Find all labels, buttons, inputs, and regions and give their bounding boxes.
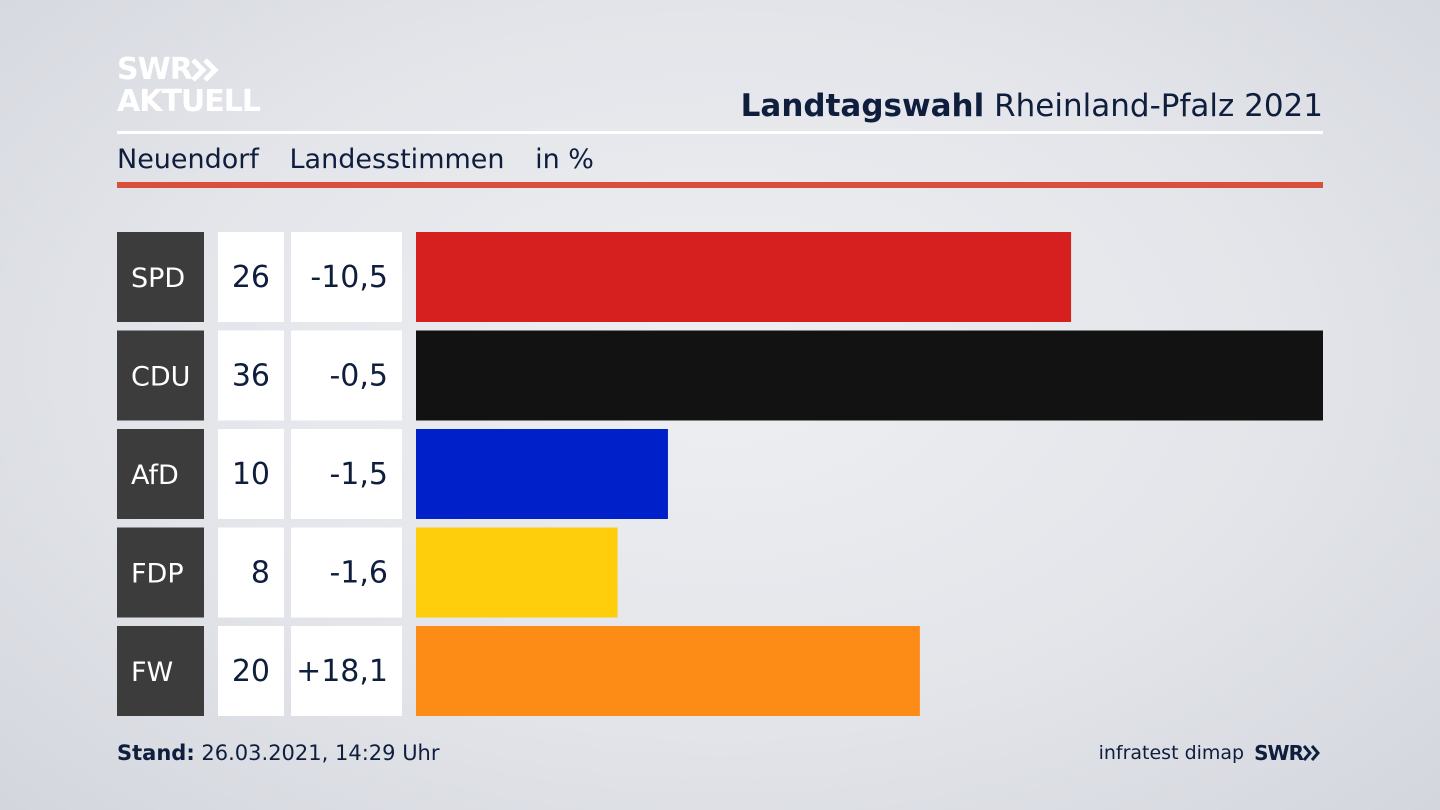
value-label-cdu: 36 [232, 359, 270, 394]
value-label-afd: 10 [232, 457, 270, 492]
footer-source: infratest dimap SWR [1099, 738, 1323, 768]
change-label-spd: -10,5 [310, 260, 388, 295]
bar-fw [416, 626, 920, 716]
value-box-fdp [218, 527, 284, 618]
party-label-box-afd [117, 429, 204, 519]
value-box-afd [218, 429, 284, 519]
title-rest: Rheinland-Pfalz 2021 [994, 88, 1323, 124]
change-label-fw: +18,1 [296, 654, 388, 689]
party-label-box-spd [117, 232, 204, 322]
title-bold: Landtagswahl [740, 88, 985, 124]
party-label-afd: AfD [131, 460, 179, 491]
logo-arrows-icon [191, 58, 219, 82]
bar-fdp [416, 527, 618, 618]
page-title: Landtagswahl Rheinland-Pfalz 2021 [741, 84, 1323, 128]
value-box-spd [218, 232, 284, 322]
value-label-fdp: 8 [251, 556, 270, 591]
bar-afd [416, 429, 668, 519]
bar-cdu [416, 330, 1323, 421]
accent-divider [117, 182, 1323, 188]
swr-aktuell-logo: SWR AKTUELL [117, 54, 277, 118]
subtitle: Neuendorf Landesstimmen in % [117, 140, 616, 180]
value-box-cdu [218, 330, 284, 421]
bar-spd [416, 232, 1072, 322]
party-label-box-fw [117, 626, 204, 716]
source-label: infratest dimap [1098, 742, 1245, 764]
logo-line1: SWR [117, 52, 193, 87]
subtitle-unit: in % [535, 144, 594, 175]
change-label-cdu: -0,5 [329, 359, 388, 394]
party-label-fw: FW [131, 657, 173, 688]
footer-arrows-icon [1303, 745, 1320, 761]
party-label-spd: SPD [131, 263, 185, 294]
value-label-fw: 20 [232, 654, 270, 689]
party-label-fdp: FDP [131, 559, 184, 590]
header-divider [117, 131, 1323, 134]
logo-line2: AKTUELL [117, 84, 261, 119]
stand-label: Stand: [117, 741, 195, 765]
change-box-spd [291, 232, 402, 322]
change-box-fw [291, 626, 402, 716]
change-box-fdp [291, 527, 402, 618]
party-label-box-cdu [117, 330, 204, 421]
subtitle-place: Neuendorf [117, 144, 259, 175]
party-label-box-fdp [117, 527, 204, 618]
change-box-cdu [291, 330, 402, 421]
footer-swr-logo: SWR [1254, 741, 1304, 765]
value-label-spd: 26 [232, 260, 270, 295]
value-box-fw [218, 626, 284, 716]
footer-timestamp: Stand: 26.03.2021, 14:29 Uhr [117, 738, 440, 768]
stand-value: 26.03.2021, 14:29 Uhr [201, 741, 440, 765]
subtitle-vote-type: Landesstimmen [289, 144, 505, 175]
party-label-cdu: CDU [131, 362, 190, 393]
change-label-fdp: -1,6 [329, 556, 388, 591]
change-box-afd [291, 429, 402, 519]
change-label-afd: -1,5 [329, 457, 388, 492]
